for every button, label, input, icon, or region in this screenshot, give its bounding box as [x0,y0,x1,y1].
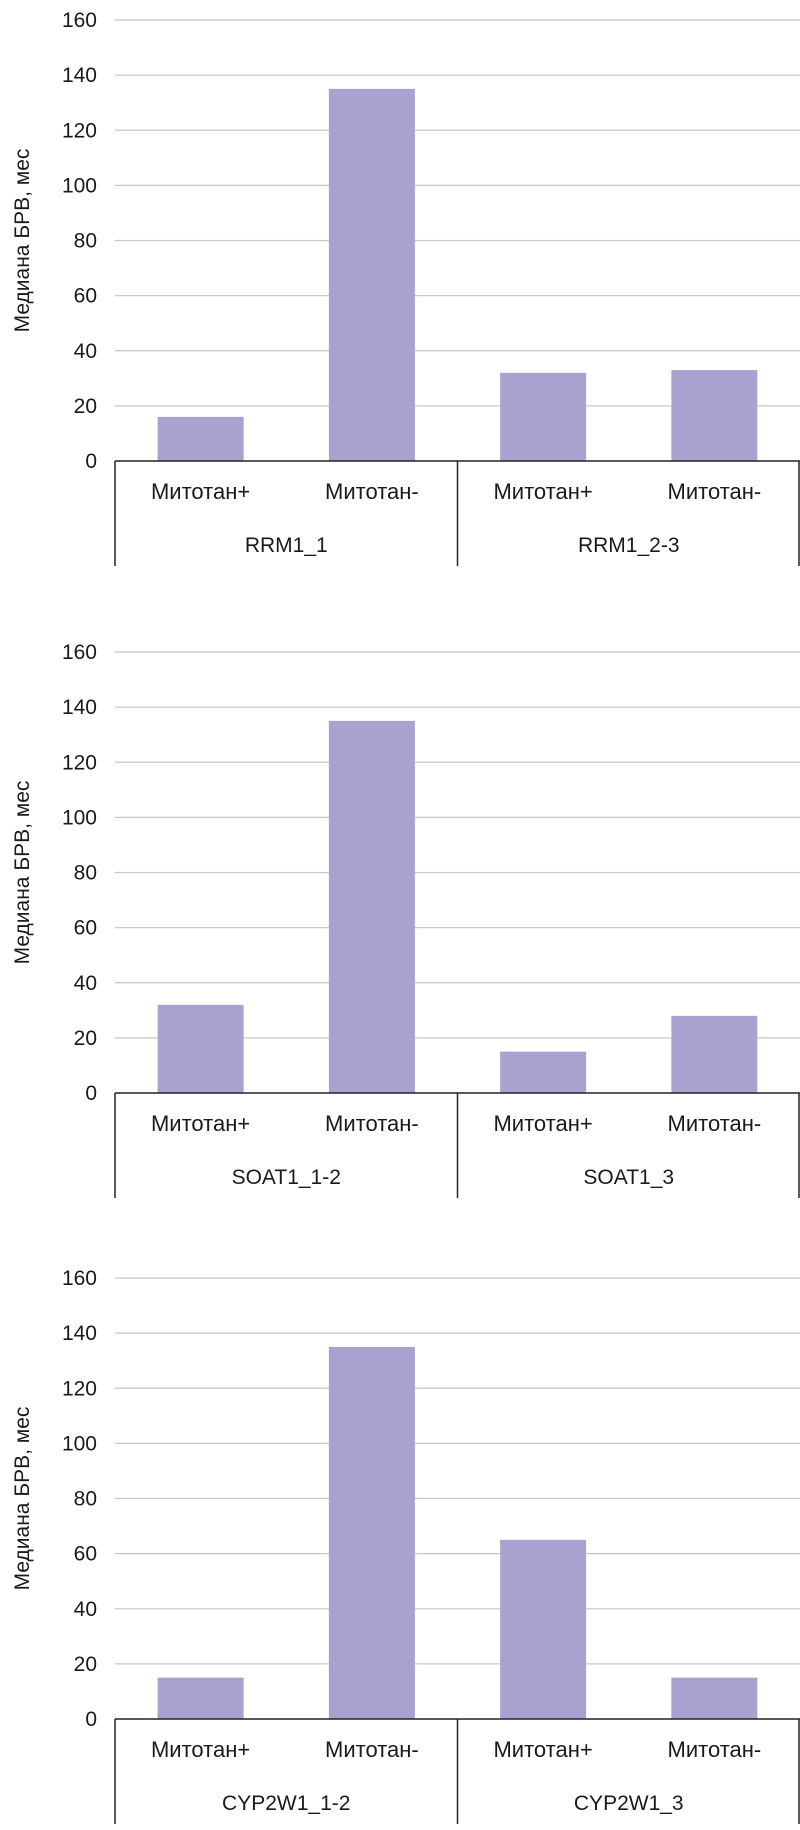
y-tick-label: 120 [62,751,97,774]
bar [157,416,244,461]
y-tick-label: 0 [85,450,97,473]
bar [328,1346,415,1719]
x-group-label: CYP2W1_3 [574,1792,684,1815]
bar [671,370,758,461]
y-tick-label: 120 [62,119,97,142]
bar [157,1004,244,1093]
y-axis-label: Медиана БРВ, мес [11,781,34,965]
x-category-label: Митотан+ [493,479,592,504]
bar [500,1051,587,1093]
x-category-label: Митотан+ [151,479,250,504]
bar [671,1677,758,1719]
x-category-label: Митотан+ [493,1737,592,1762]
x-group-label: RRM1_2-3 [578,534,680,557]
y-axis-label: Медиана БРВ, мес [11,149,34,333]
y-tick-label: 80 [74,1488,97,1511]
bar [328,720,415,1093]
y-tick-label: 0 [85,1082,97,1105]
x-category-label: Митотан- [668,479,762,504]
x-category-label: Митотан- [668,1111,762,1136]
y-tick-label: 0 [85,1708,97,1731]
chart-panel-2: 0 20 40 60 80 100 120 140 160 Медиана БРВ, мес Мит… [11,641,800,1198]
y-tick-label: 20 [74,1653,97,1676]
bar [500,1539,587,1719]
x-group-label: RRM1_1 [245,534,328,557]
x-category-label: Митотан+ [493,1111,592,1136]
x-category-label: Митотан+ [151,1111,250,1136]
y-tick-label: 160 [62,641,97,664]
y-tick-label: 100 [62,174,97,197]
bar [328,88,415,461]
y-tick-label: 60 [74,1543,97,1566]
y-tick-label: 40 [74,972,97,995]
y-tick-label: 100 [62,1432,97,1455]
y-tick-label: 160 [62,9,97,32]
chart-panel-3: 0 20 40 60 80 100 120 140 160 Медиана БРВ, мес Мит… [11,1267,800,1824]
y-tick-label: 60 [74,285,97,308]
y-tick-label: 120 [62,1377,97,1400]
y-tick-label: 20 [74,1027,97,1050]
chart-panel-1: 0 20 40 60 80 100 120 140 160 Медиана БРВ, мес Мит… [11,9,800,566]
y-tick-label: 100 [62,806,97,829]
y-axis-label: Медиана БРВ, мес [11,1407,34,1591]
y-tick-label: 140 [62,64,97,87]
x-group-label: CYP2W1_1-2 [222,1792,350,1815]
x-category-label: Митотан- [325,479,419,504]
y-tick-label: 80 [74,230,97,253]
y-tick-label: 40 [74,1598,97,1621]
bar [500,372,587,461]
bar [157,1677,244,1719]
y-tick-label: 60 [74,917,97,940]
y-tick-label: 140 [62,1322,97,1345]
y-tick-label: 20 [74,395,97,418]
x-category-label: Митотан- [325,1111,419,1136]
x-category-label: Митотан+ [151,1737,250,1762]
x-group-label: SOAT1_1-2 [232,1166,341,1189]
y-tick-label: 140 [62,696,97,719]
x-group-label: SOAT1_3 [583,1166,674,1189]
x-category-label: Митотан- [668,1737,762,1762]
x-category-label: Митотан- [325,1737,419,1762]
y-tick-label: 80 [74,862,97,885]
bar [671,1015,758,1093]
y-tick-label: 160 [62,1267,97,1290]
y-tick-label: 40 [74,340,97,363]
